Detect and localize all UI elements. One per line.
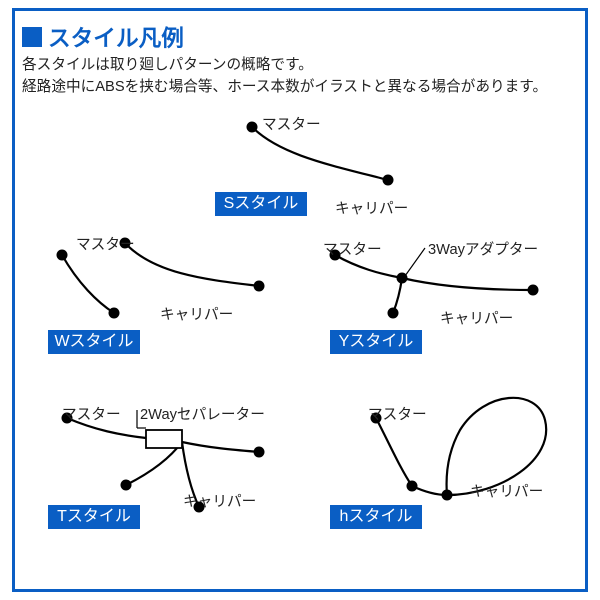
style-label: Sスタイル bbox=[215, 192, 307, 216]
endpoint-dot bbox=[247, 122, 258, 133]
node-label: マスター bbox=[323, 238, 382, 259]
hose-line bbox=[62, 255, 114, 313]
hose-line bbox=[376, 418, 412, 486]
style-label: Tスタイル bbox=[48, 505, 140, 529]
hose-line bbox=[125, 243, 259, 286]
node-label: キャリパー bbox=[440, 307, 513, 328]
node-label: キャリパー bbox=[183, 490, 256, 511]
endpoint-dot bbox=[109, 308, 120, 319]
node-label: 2Wayセパレーター bbox=[140, 403, 265, 424]
lead-line bbox=[405, 248, 425, 276]
endpoint-dot bbox=[383, 175, 394, 186]
endpoint-dot bbox=[442, 490, 453, 501]
node-label: キャリパー bbox=[335, 197, 408, 218]
endpoint-dot bbox=[528, 285, 539, 296]
node-label: キャリパー bbox=[160, 303, 233, 324]
node-label: マスター bbox=[262, 113, 321, 134]
endpoint-dot bbox=[388, 308, 399, 319]
node-label: マスター bbox=[76, 233, 135, 254]
node-label: マスター bbox=[368, 403, 427, 424]
node-label: マスター bbox=[62, 403, 121, 424]
hose-line bbox=[402, 278, 533, 290]
hose-line bbox=[252, 127, 388, 180]
style-label: Wスタイル bbox=[48, 330, 140, 354]
node-label: 3Wayアダプター bbox=[428, 238, 538, 259]
endpoint-dot bbox=[254, 281, 265, 292]
separator-box bbox=[146, 430, 182, 448]
node-label: キャリパー bbox=[470, 480, 543, 501]
style-label: hスタイル bbox=[330, 505, 422, 529]
endpoint-dot bbox=[397, 273, 408, 284]
hose-line bbox=[182, 442, 259, 452]
endpoint-dot bbox=[121, 480, 132, 491]
endpoint-dot bbox=[57, 250, 68, 261]
endpoint-dot bbox=[407, 481, 418, 492]
style-label: Yスタイル bbox=[330, 330, 422, 354]
endpoint-dot bbox=[254, 447, 265, 458]
